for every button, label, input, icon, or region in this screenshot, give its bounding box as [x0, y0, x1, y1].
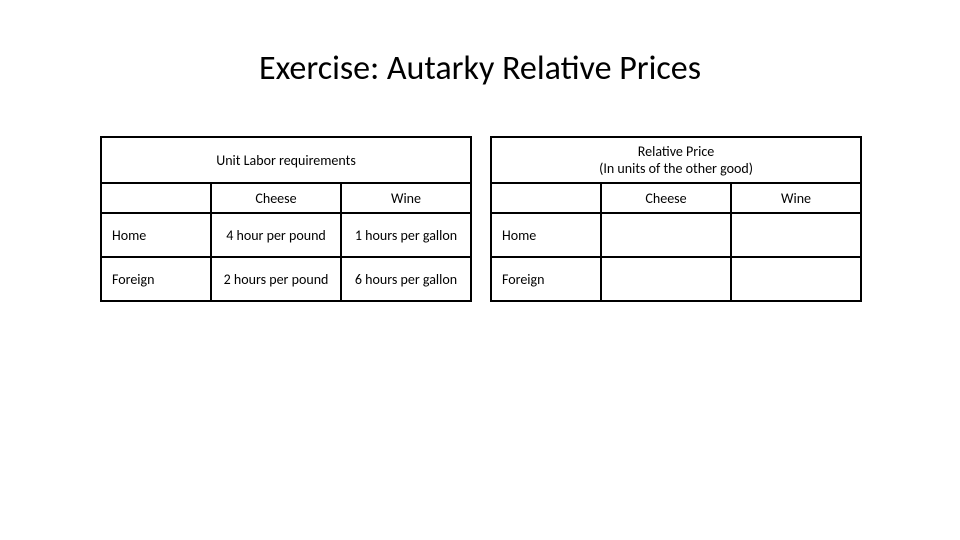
left-col-wine: Wine	[341, 183, 471, 213]
right-foreign-wine	[731, 257, 861, 301]
left-home-cheese: 4 hour per pound	[211, 213, 341, 257]
left-blank-corner	[101, 183, 211, 213]
right-header-line1: Relative Price	[638, 143, 714, 160]
right-header-line2: (In units of the other good)	[599, 160, 753, 177]
slide-title: Exercise: Autarky Relative Prices	[0, 48, 960, 89]
table-row: Home	[491, 213, 861, 257]
tables-container: Unit Labor requirements Cheese Wine Home…	[100, 136, 862, 302]
right-blank-corner	[491, 183, 601, 213]
right-table-header: Relative Price (In units of the other go…	[491, 137, 861, 183]
right-row-foreign-label: Foreign	[491, 257, 601, 301]
left-row-home-label: Home	[101, 213, 211, 257]
right-row-home-label: Home	[491, 213, 601, 257]
table-row: Home 4 hour per pound 1 hours per gallon	[101, 213, 471, 257]
right-col-cheese: Cheese	[601, 183, 731, 213]
left-foreign-cheese: 2 hours per pound	[211, 257, 341, 301]
left-row-foreign-label: Foreign	[101, 257, 211, 301]
right-col-wine: Wine	[731, 183, 861, 213]
left-table-header: Unit Labor requirements	[101, 137, 471, 183]
left-home-wine: 1 hours per gallon	[341, 213, 471, 257]
table-row: Foreign 2 hours per pound 6 hours per ga…	[101, 257, 471, 301]
left-col-cheese: Cheese	[211, 183, 341, 213]
slide: Exercise: Autarky Relative Prices Unit L…	[0, 0, 960, 540]
left-foreign-wine: 6 hours per gallon	[341, 257, 471, 301]
unit-labor-table: Unit Labor requirements Cheese Wine Home…	[100, 136, 472, 302]
table-row: Foreign	[491, 257, 861, 301]
right-home-cheese	[601, 213, 731, 257]
right-foreign-cheese	[601, 257, 731, 301]
right-home-wine	[731, 213, 861, 257]
relative-price-table: Relative Price (In units of the other go…	[490, 136, 862, 302]
